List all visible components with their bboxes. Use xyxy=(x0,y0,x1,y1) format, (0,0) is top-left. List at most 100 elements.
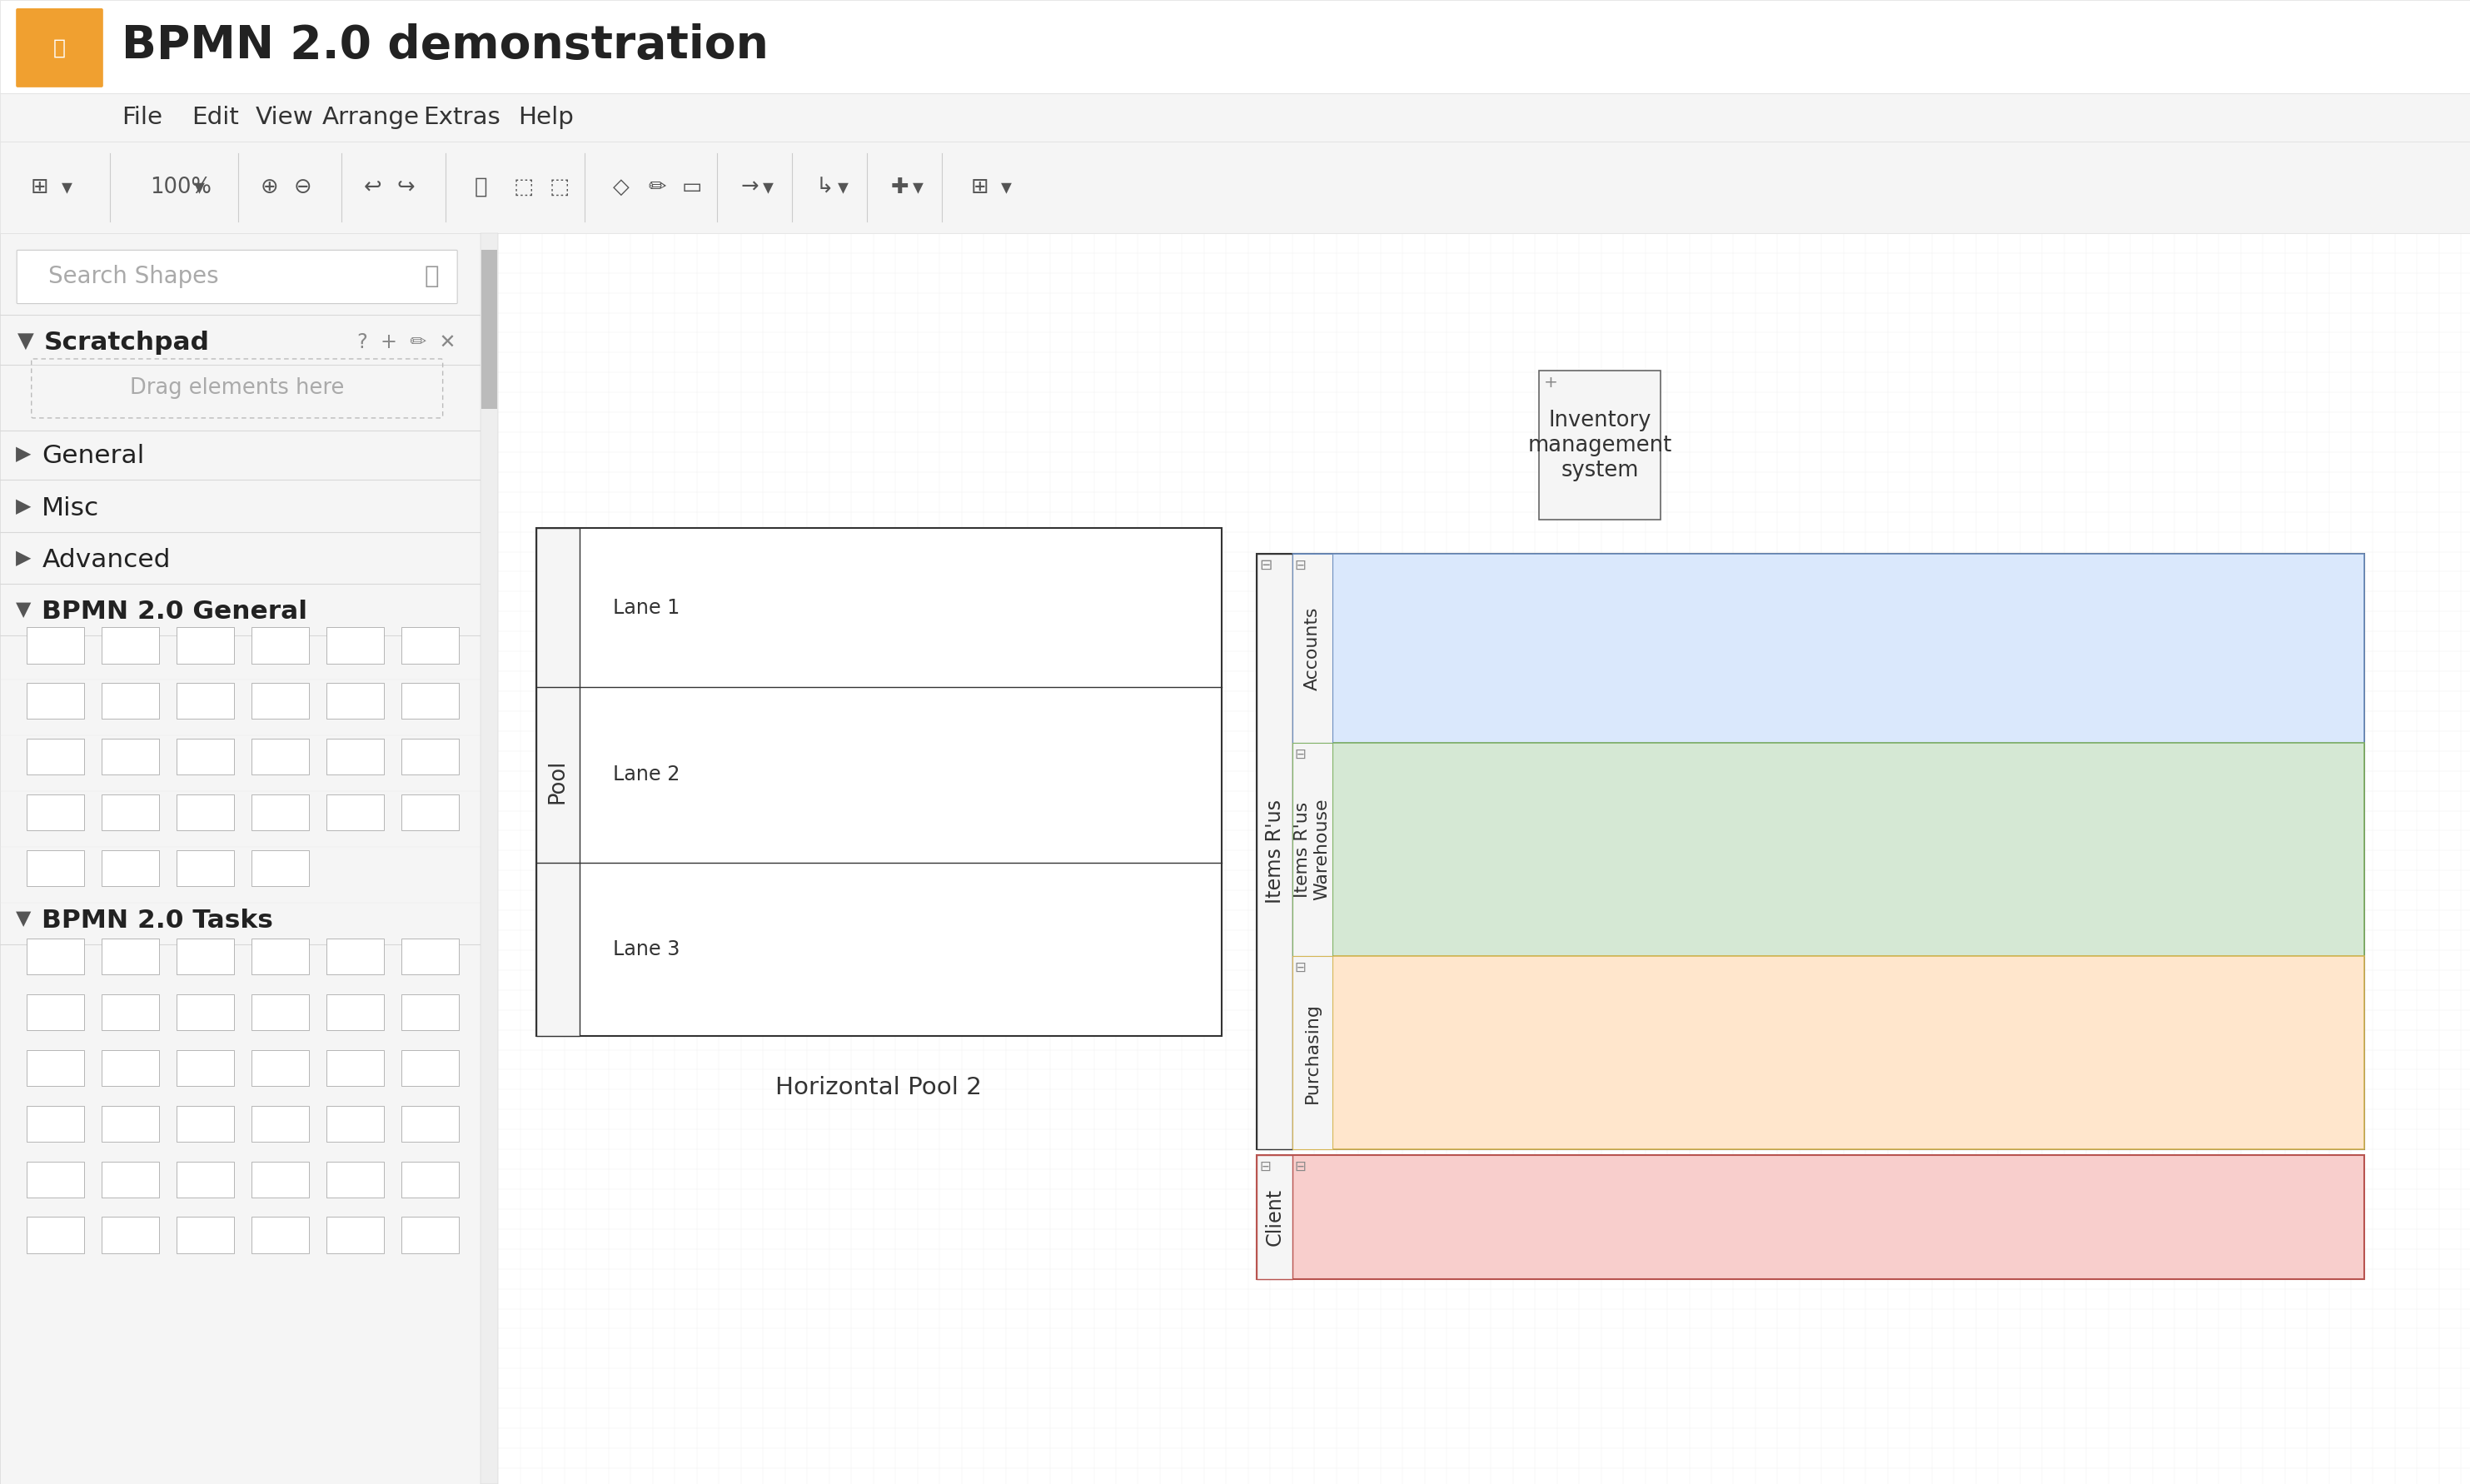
Bar xyxy=(400,938,459,974)
Bar xyxy=(536,528,580,1036)
Text: Drag elements here: Drag elements here xyxy=(131,377,343,399)
Bar xyxy=(326,1106,383,1141)
Bar xyxy=(101,683,158,720)
Bar xyxy=(27,850,84,886)
Bar xyxy=(101,850,158,886)
Bar xyxy=(175,683,235,720)
Text: Client: Client xyxy=(1265,1189,1284,1247)
Text: Lane 1: Lane 1 xyxy=(613,598,679,617)
Text: ⊟: ⊟ xyxy=(1294,1159,1307,1174)
Bar xyxy=(326,683,383,720)
Bar xyxy=(326,628,383,663)
Bar xyxy=(252,683,309,720)
Text: ↳: ↳ xyxy=(815,177,835,197)
Text: ▾: ▾ xyxy=(62,177,72,197)
Text: Purchasing: Purchasing xyxy=(1304,1002,1321,1103)
Bar xyxy=(1292,956,2364,1149)
Bar xyxy=(27,1049,84,1086)
Bar xyxy=(101,1049,158,1086)
Bar xyxy=(175,795,235,831)
Text: ▶: ▶ xyxy=(15,444,30,464)
Text: ✏: ✏ xyxy=(647,177,667,197)
Text: ⊟: ⊟ xyxy=(1294,558,1307,573)
Text: ▾: ▾ xyxy=(837,177,850,197)
Bar xyxy=(27,1106,84,1141)
Text: View: View xyxy=(257,105,314,129)
Bar xyxy=(175,628,235,663)
Text: Lane 3: Lane 3 xyxy=(613,939,679,959)
Bar xyxy=(27,938,84,974)
Bar xyxy=(252,1106,309,1141)
Bar xyxy=(482,233,499,1484)
Text: Search Shapes: Search Shapes xyxy=(49,266,220,288)
Text: BPMN 2.0 Tasks: BPMN 2.0 Tasks xyxy=(42,908,274,932)
Bar xyxy=(400,683,459,720)
Text: ▼: ▼ xyxy=(15,908,30,929)
Bar xyxy=(252,850,309,886)
Text: 🗑: 🗑 xyxy=(474,177,487,197)
Bar xyxy=(400,1049,459,1086)
Text: Lane 2: Lane 2 xyxy=(613,764,679,785)
Bar xyxy=(326,1217,383,1252)
Bar xyxy=(1292,554,1331,743)
Bar xyxy=(1257,1156,1292,1279)
Text: ⊟: ⊟ xyxy=(1260,1159,1270,1174)
Bar xyxy=(252,628,309,663)
Bar xyxy=(400,1162,459,1198)
Bar xyxy=(400,739,459,775)
Bar xyxy=(27,628,84,663)
Bar xyxy=(101,628,158,663)
Bar xyxy=(0,93,2470,141)
Bar xyxy=(400,1106,459,1141)
Bar xyxy=(1257,554,2364,1149)
Text: ▶: ▶ xyxy=(15,548,30,568)
Bar xyxy=(101,739,158,775)
Bar xyxy=(0,141,2470,233)
Bar xyxy=(101,1106,158,1141)
Bar xyxy=(175,994,235,1030)
Bar xyxy=(400,994,459,1030)
Bar xyxy=(1257,554,1292,1149)
Bar xyxy=(175,850,235,886)
Text: ▶: ▶ xyxy=(15,496,30,516)
Text: ↩: ↩ xyxy=(363,177,383,197)
Bar xyxy=(101,1217,158,1252)
Bar xyxy=(252,795,309,831)
Bar xyxy=(175,739,235,775)
FancyBboxPatch shape xyxy=(17,251,457,304)
Bar xyxy=(252,1217,309,1252)
Bar xyxy=(400,1217,459,1252)
Bar xyxy=(400,795,459,831)
Text: ⬥: ⬥ xyxy=(54,37,67,58)
Bar xyxy=(101,795,158,831)
Text: Pool: Pool xyxy=(548,760,568,804)
Text: ⬚: ⬚ xyxy=(514,177,534,197)
Bar xyxy=(27,683,84,720)
Text: Inventory
management
system: Inventory management system xyxy=(1529,410,1672,481)
Text: ⊖: ⊖ xyxy=(294,177,311,197)
Bar xyxy=(1539,371,1660,519)
Text: ⊕: ⊕ xyxy=(259,177,279,197)
Text: ⌕: ⌕ xyxy=(425,266,440,288)
Bar xyxy=(252,938,309,974)
Bar xyxy=(175,1162,235,1198)
Bar xyxy=(400,628,459,663)
Text: ↪: ↪ xyxy=(398,177,415,197)
Bar xyxy=(252,994,309,1030)
Bar xyxy=(175,938,235,974)
Bar xyxy=(27,795,84,831)
Bar xyxy=(27,994,84,1030)
Text: →: → xyxy=(741,177,758,197)
Text: ⬚: ⬚ xyxy=(548,177,571,197)
Bar xyxy=(1292,743,1331,956)
Bar xyxy=(252,739,309,775)
Text: ?  +  ✏  ✕: ? + ✏ ✕ xyxy=(358,332,457,353)
Text: ⊟: ⊟ xyxy=(1294,960,1307,975)
Text: Extras: Extras xyxy=(422,105,501,129)
Text: ⊞: ⊞ xyxy=(30,177,49,197)
Text: Help: Help xyxy=(519,105,573,129)
FancyBboxPatch shape xyxy=(15,9,104,88)
Bar xyxy=(0,0,2470,93)
Text: BPMN 2.0 demonstration: BPMN 2.0 demonstration xyxy=(121,24,768,68)
Bar xyxy=(482,249,496,410)
